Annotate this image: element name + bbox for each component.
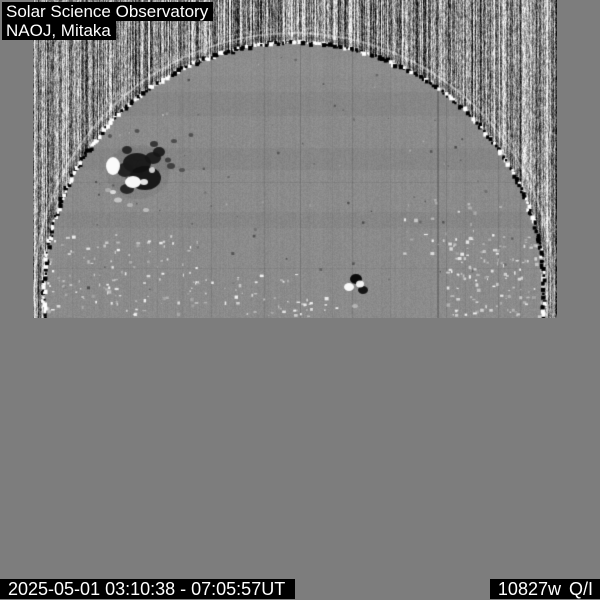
observatory-label: Solar Science Observatory NAOJ, Mitaka	[2, 2, 214, 40]
observation-time-label: 2025-05-01 03:10:38 - 07:05:57UT	[0, 579, 296, 599]
observatory-location: NAOJ, Mitaka	[2, 21, 116, 40]
observatory-name: Solar Science Observatory	[2, 2, 214, 21]
stokes-parameter: Q/I	[568, 579, 593, 599]
wavelength-mode-label: 10827w Q/I	[489, 579, 600, 599]
solar-scan-image	[33, 0, 557, 318]
wavelength-value: 10827w	[497, 579, 561, 599]
